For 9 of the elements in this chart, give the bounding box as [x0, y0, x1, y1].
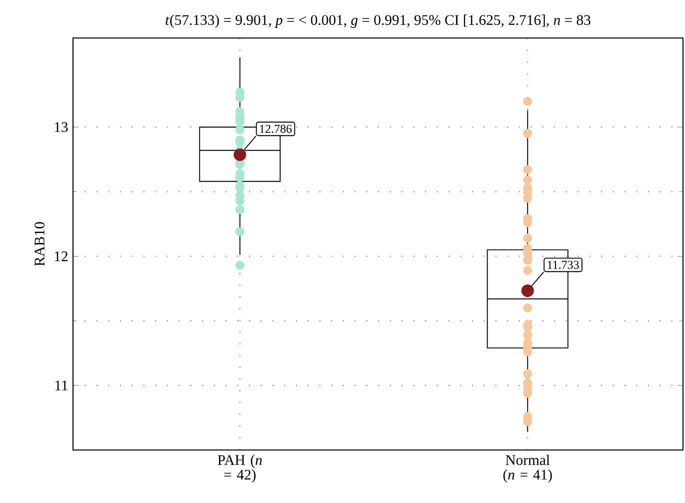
chart-title: t(57.133) = 9.901, p = < 0.001, g = 0.991, 95% CI [1.625, 2.716], n = 83 [166, 14, 590, 28]
y-tick-label: 11 [55, 380, 68, 390]
annotation: 12.786 [260, 124, 292, 133]
y-axis-title: RAB10 [34, 222, 44, 266]
y-tick-label: 12 [54, 251, 68, 262]
x-tick-label: Normal (n = 41) [503, 454, 552, 483]
x-tick-label: PAH (n = 42) [218, 454, 262, 483]
y-tick-label: 13 [54, 122, 68, 132]
annotation: 11.733 [548, 260, 579, 269]
